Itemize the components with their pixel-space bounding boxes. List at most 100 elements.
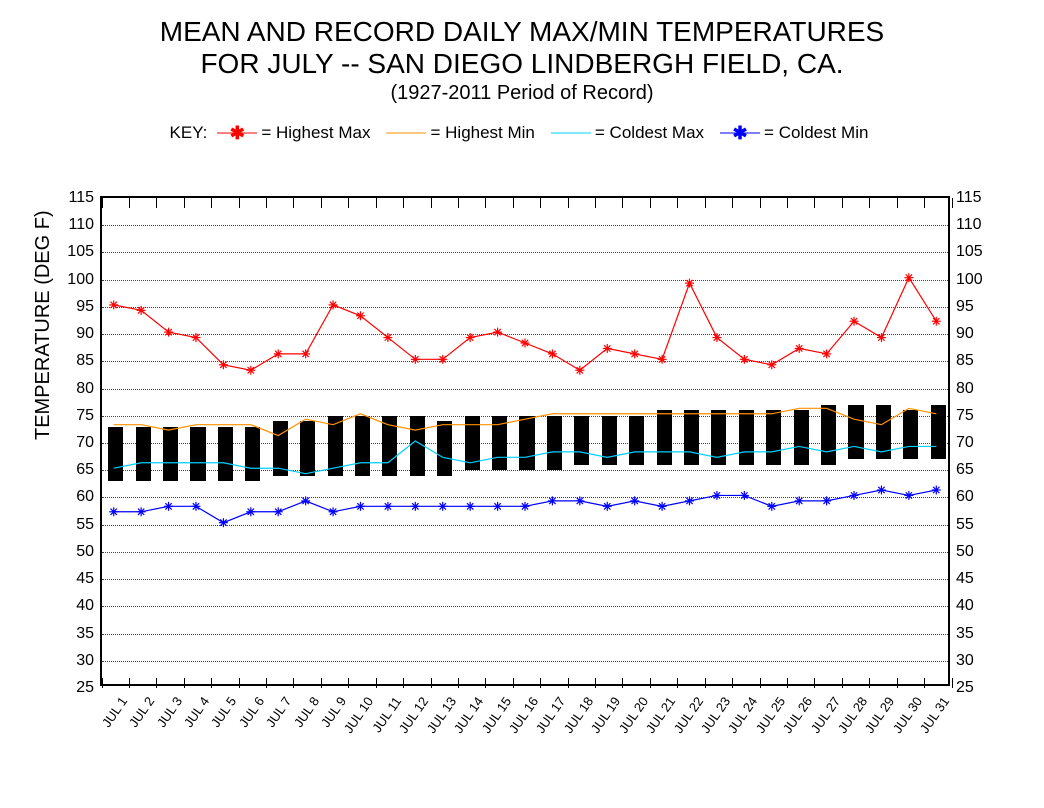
- coldest-min-marker: [411, 502, 420, 511]
- y-tick-right: 35: [956, 625, 992, 643]
- coldest-min-marker: [630, 496, 639, 505]
- coldest-min-marker: [822, 496, 831, 505]
- title-line-1: MEAN AND RECORD DAILY MAX/MIN TEMPERATUR…: [0, 16, 1044, 48]
- y-tick-right: 85: [956, 352, 992, 370]
- coldest-min-marker: [164, 502, 173, 511]
- coldest-min-marker: [877, 486, 886, 495]
- y-tick-left: 110: [58, 216, 94, 234]
- highest-max-marker: [877, 333, 886, 342]
- y-axis-title: TEMPERATURE (DEG F): [32, 210, 55, 440]
- coldest-min-marker: [603, 502, 612, 511]
- highest-max-marker: [466, 333, 475, 342]
- y-tick-left: 40: [58, 597, 94, 615]
- y-tick-right: 80: [956, 380, 992, 398]
- y-tick-left: 105: [58, 243, 94, 261]
- y-tick-left: 70: [58, 434, 94, 452]
- y-tick-left: 90: [58, 325, 94, 343]
- x-tick-label: JUL 3: [153, 694, 184, 730]
- highest-max-marker: [658, 355, 667, 364]
- coldest-min-marker: [932, 486, 941, 495]
- highest-max-marker: [932, 317, 941, 326]
- title-line-2: FOR JULY -- SAN DIEGO LINDBERGH FIELD, C…: [0, 48, 1044, 80]
- highest-max-marker: [274, 349, 283, 358]
- highest-max-line: [114, 278, 937, 371]
- y-tick-left: 30: [58, 652, 94, 670]
- y-tick-left: 75: [58, 407, 94, 425]
- y-tick-right: 30: [956, 652, 992, 670]
- highest-max-marker: [219, 360, 228, 369]
- y-tick-left: 85: [58, 352, 94, 370]
- x-tick-label: JUL 8: [290, 694, 321, 730]
- x-tick-label: JUL 6: [236, 694, 267, 730]
- highest-max-marker: [493, 328, 502, 337]
- coldest-min-marker: [575, 496, 584, 505]
- legend-item-coldest-max: = Coldest Max: [547, 123, 704, 143]
- x-tick-label: JUL 1: [98, 694, 129, 730]
- y-tick-right: 115: [956, 189, 992, 207]
- highest-max-marker: [850, 317, 859, 326]
- coldest-min-marker: [658, 502, 667, 511]
- y-tick-left: 45: [58, 570, 94, 588]
- highest-max-marker: [301, 349, 310, 358]
- y-tick-right: 40: [956, 597, 992, 615]
- highest-max-marker: [438, 355, 447, 364]
- subtitle: (1927-2011 Period of Record): [0, 82, 1044, 105]
- y-tick-left: 95: [58, 298, 94, 316]
- coldest-max-line: [114, 441, 937, 474]
- x-tick-label: JUL 7: [263, 694, 294, 730]
- y-tick-right: 90: [956, 325, 992, 343]
- coldest-min-marker: [191, 502, 200, 511]
- highest-max-marker: [712, 333, 721, 342]
- coldest-min-marker: [904, 491, 913, 500]
- y-tick-right: 60: [956, 488, 992, 506]
- highest-max-marker: [191, 333, 200, 342]
- coldest-min-marker: [466, 502, 475, 511]
- highest-max-marker: [904, 273, 913, 282]
- coldest-min-marker: [246, 507, 255, 516]
- y-tick-right: 100: [956, 271, 992, 289]
- y-tick-right: 50: [956, 543, 992, 561]
- legend-key-label: KEY:: [170, 123, 208, 143]
- highest-max-marker: [356, 311, 365, 320]
- highest-max-marker: [548, 349, 557, 358]
- y-tick-right: 105: [956, 243, 992, 261]
- y-tick-left: 65: [58, 461, 94, 479]
- chart-overlay: [100, 196, 950, 686]
- chart-titles: MEAN AND RECORD DAILY MAX/MIN TEMPERATUR…: [0, 0, 1044, 105]
- highest-max-marker: [603, 344, 612, 353]
- highest-max-marker: [575, 366, 584, 375]
- y-tick-right: 110: [956, 216, 992, 234]
- coldest-min-marker: [740, 491, 749, 500]
- legend-item-highest-min: = Highest Min: [382, 123, 534, 143]
- legend-label-coldest-min: = Coldest Min: [764, 123, 868, 143]
- coldest-min-marker: [356, 502, 365, 511]
- coldest-min-marker: [685, 496, 694, 505]
- coldest-min-marker: [521, 502, 530, 511]
- coldest-min-marker: [383, 502, 392, 511]
- y-tick-right: 75: [956, 407, 992, 425]
- coldest-min-marker: [274, 507, 283, 516]
- x-tick-label: JUL 5: [208, 694, 239, 730]
- coldest-min-marker: [712, 491, 721, 500]
- y-tick-left: 115: [58, 189, 94, 207]
- highest-max-marker: [246, 366, 255, 375]
- highest-max-marker: [795, 344, 804, 353]
- highest-max-marker: [740, 355, 749, 364]
- highest-max-marker: [164, 328, 173, 337]
- y-tick-right: 25: [956, 679, 992, 697]
- highest-max-marker: [822, 349, 831, 358]
- legend-label-coldest-max: = Coldest Max: [595, 123, 704, 143]
- coldest-min-marker: [137, 507, 146, 516]
- coldest-min-marker: [219, 518, 228, 527]
- coldest-min-marker: [795, 496, 804, 505]
- coldest-min-marker: [438, 502, 447, 511]
- coldest-min-marker: [548, 496, 557, 505]
- highest-max-marker: [630, 349, 639, 358]
- highest-max-marker: [329, 300, 338, 309]
- highest-max-marker: [411, 355, 420, 364]
- highest-max-marker: [109, 300, 118, 309]
- y-tick-left: 35: [58, 625, 94, 643]
- y-tick-left: 80: [58, 380, 94, 398]
- y-tick-left: 50: [58, 543, 94, 561]
- legend: KEY: ✱ = Highest Max = Highest Min = Col…: [0, 123, 1044, 143]
